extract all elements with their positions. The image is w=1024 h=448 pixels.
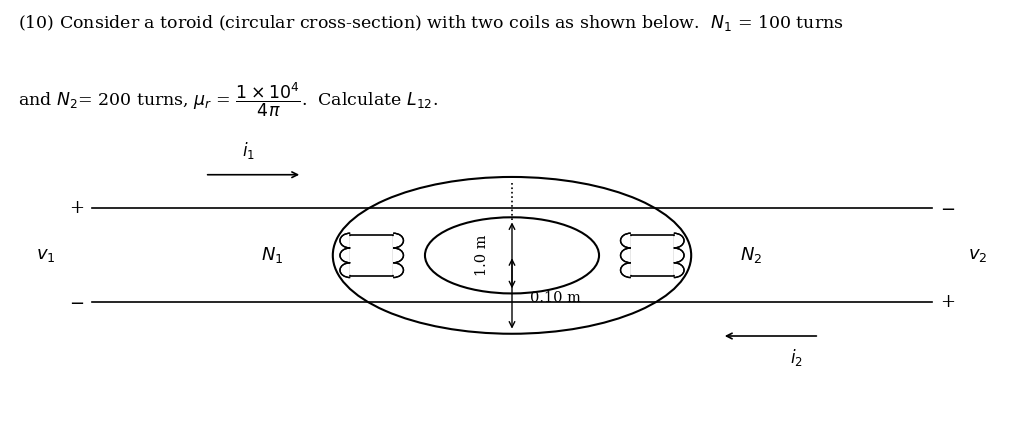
- Text: 0.10 m: 0.10 m: [530, 291, 582, 305]
- Text: +: +: [940, 293, 955, 311]
- Text: $i_2$: $i_2$: [790, 347, 803, 368]
- Text: $N_1$: $N_1$: [261, 246, 284, 265]
- Text: $N_2$: $N_2$: [740, 246, 763, 265]
- Text: $-$: $-$: [69, 293, 84, 311]
- Text: and $N_2$= 200 turns, $\mu_r$ = $\dfrac{1\times10^4}{4\pi}$.  Calculate $L_{12}$: and $N_2$= 200 turns, $\mu_r$ = $\dfrac{…: [18, 81, 438, 119]
- Text: +: +: [69, 199, 84, 217]
- Text: (10) Consider a toroid (circular cross-section) with two coils as shown below.  : (10) Consider a toroid (circular cross-s…: [18, 13, 844, 34]
- Text: $v_1$: $v_1$: [36, 246, 56, 264]
- Text: 1.0 m: 1.0 m: [475, 235, 489, 276]
- Bar: [631, 235, 674, 276]
- Circle shape: [425, 217, 599, 293]
- Bar: [350, 235, 393, 276]
- Text: $-$: $-$: [940, 199, 955, 217]
- Text: $v_2$: $v_2$: [969, 246, 987, 264]
- Text: $i_1$: $i_1$: [242, 140, 255, 161]
